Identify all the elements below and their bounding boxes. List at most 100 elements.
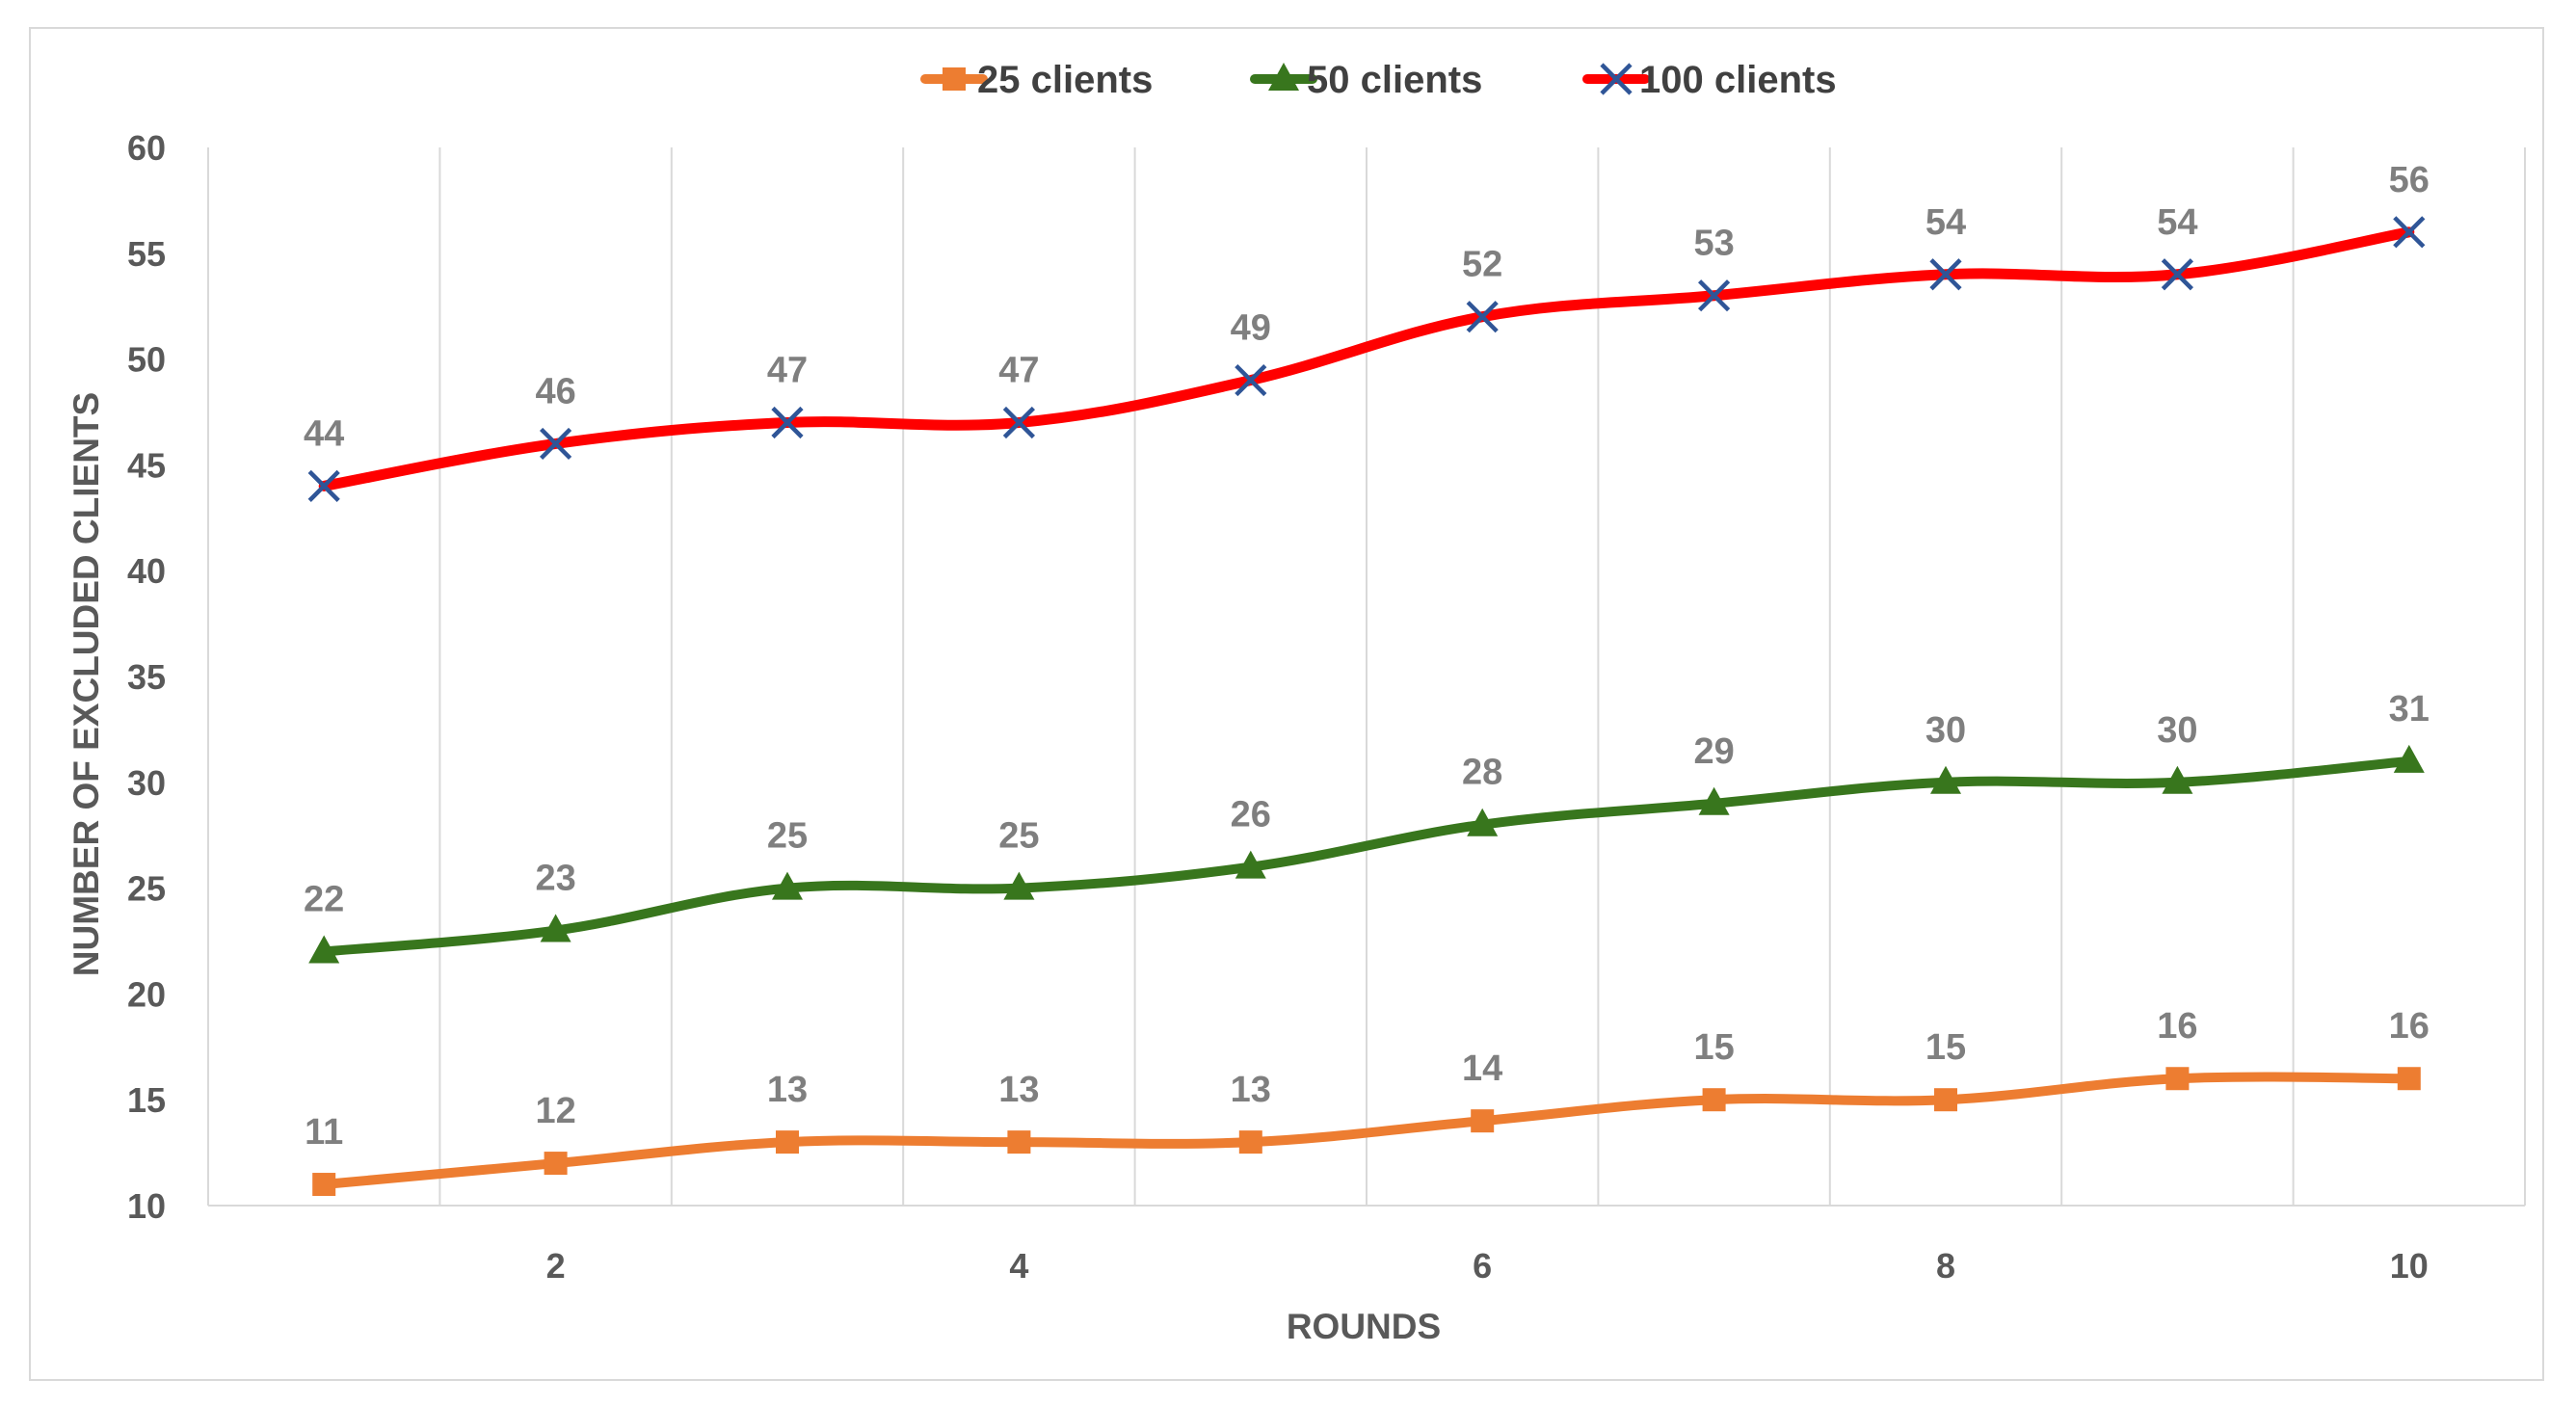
y-axis-title: NUMBER OF EXCLUDED CLIENTS [66, 392, 106, 976]
legend: 25 clients 50 clients 100 clients [920, 59, 1837, 101]
data-point [776, 1130, 799, 1154]
legend-entry: 50 clients [1250, 59, 1482, 101]
series-50-clients [308, 744, 2425, 964]
data-label: 52 [1462, 245, 1502, 285]
data-point [1702, 1088, 1726, 1112]
data-label: 46 [535, 371, 575, 411]
legend-marker [943, 67, 966, 91]
x-tick-label: 6 [1473, 1246, 1492, 1286]
data-point [540, 914, 571, 942]
data-label: 29 [1693, 731, 1734, 772]
marker-stroke [1698, 279, 1731, 312]
data-point [308, 935, 340, 964]
data-label: 53 [1693, 224, 1734, 264]
data-point [1238, 1130, 1262, 1154]
series-100-clients [307, 216, 2426, 502]
y-tick-label: 15 [127, 1080, 166, 1120]
data-point [1007, 1130, 1031, 1154]
series-line [318, 226, 2415, 491]
data-point [1467, 808, 1499, 836]
legend-marker [1600, 63, 1633, 95]
data-label: 26 [1231, 795, 1271, 836]
y-tick-label: 55 [127, 234, 166, 274]
data-label: 22 [304, 879, 344, 919]
y-tick-label: 35 [127, 657, 166, 697]
marker-stroke [1929, 258, 1962, 291]
series-line [319, 756, 2414, 957]
data-label: 47 [998, 350, 1039, 390]
data-label: 16 [2157, 1006, 2197, 1047]
legend-label: 50 clients [1307, 59, 1482, 101]
series-line [319, 1072, 2414, 1190]
legend-marker [1268, 63, 1299, 91]
marker-stroke [1235, 363, 1267, 397]
data-label: 14 [1462, 1048, 1502, 1089]
data-label: 15 [1925, 1027, 1966, 1068]
data-point [1930, 765, 1961, 794]
legend-label: 25 clients [977, 59, 1153, 101]
data-point [1471, 1109, 1495, 1133]
data-point [1698, 279, 1731, 312]
data-label: 11 [305, 1112, 343, 1153]
data-point [772, 871, 803, 900]
data-point [1929, 258, 1962, 291]
series-group [307, 216, 2426, 1197]
x-axis-title: ROUNDS [1287, 1307, 1441, 1346]
marker-stroke [771, 406, 804, 439]
marker-stroke [540, 427, 572, 461]
data-point [1235, 850, 1266, 879]
data-label: 13 [1231, 1070, 1271, 1110]
data-point [2161, 258, 2193, 291]
grid-lines [207, 147, 2526, 1206]
data-point [2393, 216, 2426, 249]
y-tick-label: 50 [127, 340, 166, 380]
data-label: 54 [2157, 202, 2197, 243]
y-tick-label: 30 [127, 763, 166, 803]
data-point [1698, 786, 1730, 815]
data-label: 13 [998, 1070, 1039, 1110]
data-label: 56 [2389, 160, 2430, 200]
data-label: 30 [2157, 710, 2197, 751]
y-tick-label: 60 [127, 128, 166, 168]
marker-stroke [1600, 63, 1633, 95]
data-point [2393, 744, 2425, 773]
marker-stroke [2393, 216, 2426, 249]
data-point [2162, 765, 2193, 794]
data-point [2165, 1067, 2190, 1091]
data-point [1002, 406, 1035, 439]
data-label: 15 [1693, 1027, 1734, 1068]
data-point [307, 469, 340, 502]
data-point [771, 406, 804, 439]
x-tick-label: 8 [1936, 1246, 1955, 1286]
data-point [1466, 301, 1499, 333]
marker-stroke [2161, 258, 2193, 291]
data-labels: 11 12 13 13 13 14 15 15 16 16 22 23 25 25 26 28 29 30 30 31… [304, 160, 2430, 1153]
y-tick-label: 45 [127, 445, 166, 485]
data-label: 13 [767, 1070, 808, 1110]
data-point [1003, 871, 1035, 900]
marker-stroke [307, 469, 340, 502]
y-tick-label: 25 [127, 869, 166, 909]
y-tick-label: 20 [127, 974, 166, 1014]
data-point [2397, 1067, 2421, 1091]
data-label: 44 [304, 413, 344, 454]
data-label: 54 [1925, 202, 1966, 243]
data-label: 31 [2389, 689, 2430, 730]
x-tick-label: 10 [2390, 1246, 2429, 1286]
marker-stroke [1466, 301, 1499, 333]
data-point [540, 427, 572, 461]
data-point [544, 1152, 568, 1176]
x-tick-label: 4 [1009, 1246, 1028, 1286]
data-label: 49 [1231, 308, 1271, 349]
data-label: 25 [998, 816, 1039, 857]
series-25-clients [312, 1067, 2421, 1197]
data-label: 12 [535, 1091, 575, 1131]
data-label: 30 [1925, 710, 1966, 751]
data-point [312, 1173, 336, 1197]
data-label: 28 [1462, 753, 1502, 793]
data-label: 23 [535, 859, 575, 899]
y-tick-label: 40 [127, 551, 166, 591]
legend-entry: 100 clients [1582, 59, 1837, 101]
